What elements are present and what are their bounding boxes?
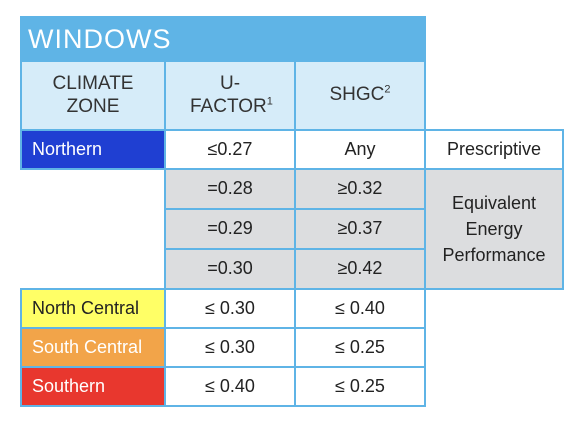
equiv-row-3-shgc: ≥0.42 <box>294 248 426 290</box>
northern-shgc: Any <box>294 129 426 170</box>
zone-north-central: North Central <box>20 288 166 329</box>
header-u-factor: U-FACTOR1 <box>164 60 296 131</box>
equivalent-performance-label: Equivalent Energy Performance <box>424 168 564 290</box>
equiv-row-2-u-factor: =0.29 <box>164 208 296 250</box>
zone-southern: Southern <box>20 366 166 407</box>
header-u-factor-label: U-FACTOR <box>190 72 267 117</box>
table-title: WINDOWS <box>20 16 426 60</box>
prescriptive-label: Prescriptive <box>424 129 564 170</box>
header-shgc-label: SHGC <box>329 84 385 106</box>
equiv-row-1-shgc: ≥0.32 <box>294 168 426 210</box>
south-central-shgc: ≤ 0.25 <box>294 327 426 368</box>
southern-shgc: ≤ 0.25 <box>294 366 426 407</box>
southern-u-factor: ≤ 0.40 <box>164 366 296 407</box>
equiv-row-3-u-factor: =0.30 <box>164 248 296 290</box>
footnote-1: 1 <box>266 95 273 108</box>
south-central-u-factor: ≤ 0.30 <box>164 327 296 368</box>
north-central-shgc: ≤ 0.40 <box>294 288 426 329</box>
equiv-row-1-u-factor: =0.28 <box>164 168 296 210</box>
zone-south-central: South Central <box>20 327 166 368</box>
northern-u-factor: ≤0.27 <box>164 129 296 170</box>
equivalent-performance-text: Equivalent Energy Performance <box>442 192 546 266</box>
equiv-row-2-shgc: ≥0.37 <box>294 208 426 250</box>
north-central-u-factor: ≤ 0.30 <box>164 288 296 329</box>
header-climate-zone-label: CLIMATE ZONE <box>52 72 134 117</box>
header-climate-zone: CLIMATE ZONE <box>20 60 166 131</box>
header-shgc: SHGC2 <box>294 60 426 131</box>
footnote-2: 2 <box>384 83 391 96</box>
zone-northern: Northern <box>20 129 166 170</box>
